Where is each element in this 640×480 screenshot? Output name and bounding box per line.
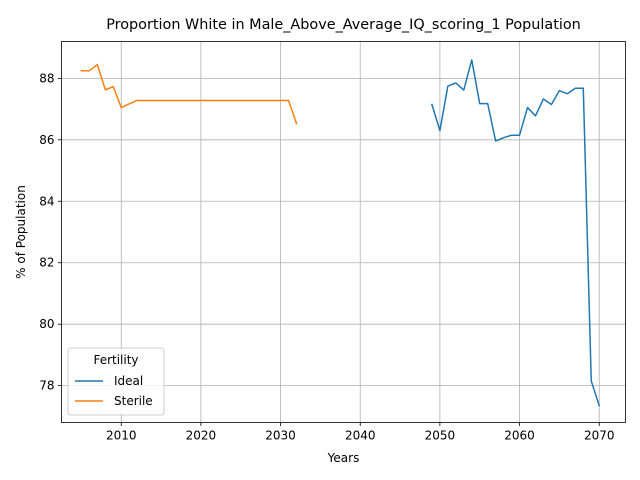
x-tick-label: 2030 <box>265 429 296 443</box>
y-axis-label: % of Population <box>14 185 28 279</box>
legend-label-ideal: Ideal <box>114 374 143 388</box>
x-tick-label: 2040 <box>345 429 376 443</box>
legend: Fertility Ideal Sterile <box>67 347 165 416</box>
y-tick-label: 82 <box>39 256 54 270</box>
y-axis: 78 80 82 84 86 88 <box>39 71 62 393</box>
x-tick-label: 2020 <box>186 429 217 443</box>
legend-box <box>67 347 165 416</box>
y-tick-label: 80 <box>39 317 54 331</box>
series-line-ideal <box>430 59 601 407</box>
plot-frame <box>61 41 626 423</box>
x-tick-label: 2050 <box>425 429 456 443</box>
x-tick-label: 2060 <box>504 429 535 443</box>
y-tick-label: 86 <box>39 133 54 147</box>
series-line-sterile <box>80 63 298 125</box>
x-tick-label: 2010 <box>106 429 137 443</box>
x-tick-label: 2070 <box>584 429 615 443</box>
y-tick-label: 78 <box>39 379 54 393</box>
y-tick-label: 84 <box>39 194 54 208</box>
x-axis-label: Years <box>327 451 360 465</box>
x-axis: 2010 2020 2030 2040 2050 2060 2070 <box>106 422 615 443</box>
legend-label-sterile: Sterile <box>114 394 153 408</box>
series-lines <box>80 59 601 407</box>
y-tick-label: 88 <box>39 71 54 85</box>
legend-title: Fertility <box>93 353 138 367</box>
chart-title: Proportion White in Male_Above_Average_I… <box>106 17 581 33</box>
